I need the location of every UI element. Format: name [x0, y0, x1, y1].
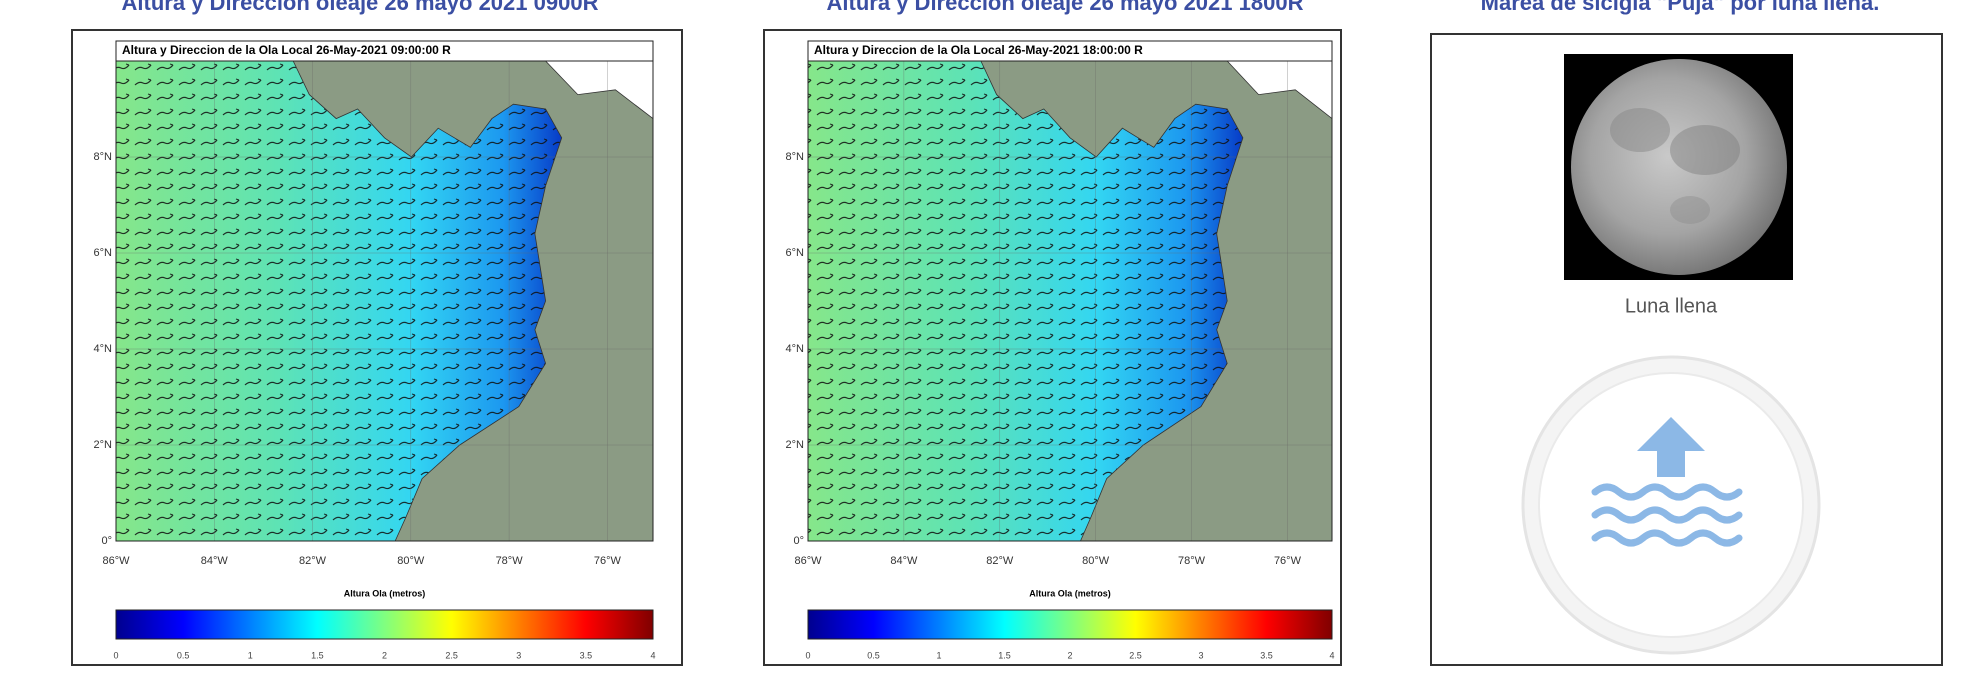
- y-tick-label: 2°N: [94, 439, 113, 451]
- x-tick-label: 86°W: [794, 555, 822, 567]
- x-tick-label: 82°W: [299, 555, 327, 567]
- y-tick-label: 2°N: [786, 439, 805, 451]
- colorbar-label: Altura Ola (metros): [1029, 588, 1111, 598]
- colorbar-tick-label: 2: [1067, 650, 1072, 660]
- tide-waves: [1591, 483, 1743, 547]
- moon-mare: [1670, 125, 1740, 175]
- colorbar-tick-label: 3: [516, 650, 521, 660]
- colorbar: [115, 609, 654, 640]
- colorbar: [807, 609, 1333, 640]
- y-tick-label: 0°: [793, 535, 804, 547]
- x-tick-label: 84°W: [890, 555, 918, 567]
- title-box: [115, 40, 654, 62]
- colorbar-label: Altura Ola (metros): [344, 588, 426, 598]
- colorbar-tick-label: 0.5: [867, 650, 880, 660]
- colorbar-tick-label: 1: [248, 650, 253, 660]
- land: [292, 60, 654, 542]
- moon-mare: [1670, 196, 1710, 224]
- colorbar-tick-label: 1.5: [311, 650, 324, 660]
- colorbar-tick-label: 3.5: [1260, 650, 1273, 660]
- y-tick-label: 6°N: [94, 247, 113, 259]
- colorbar-tick-label: 1.5: [998, 650, 1011, 660]
- colorbar-tick-label: 0.5: [177, 650, 190, 660]
- y-tick-label: 6°N: [786, 247, 805, 259]
- x-tick-label: 82°W: [986, 555, 1014, 567]
- land: [980, 60, 1333, 542]
- x-tick-label: 80°W: [1082, 555, 1110, 567]
- y-tick-label: 4°N: [94, 343, 113, 355]
- y-tick-label: 4°N: [786, 343, 805, 355]
- moon: [1571, 59, 1787, 275]
- y-tick-label: 8°N: [94, 151, 113, 163]
- x-tick-label: 78°W: [1178, 555, 1206, 567]
- x-tick-label: 80°W: [397, 555, 425, 567]
- colorbar-tick-label: 4: [650, 650, 655, 660]
- map-title: Altura y Direccion de la Ola Local 26-Ma…: [814, 43, 1143, 57]
- x-tick-label: 78°W: [496, 555, 524, 567]
- colorbar-tick-label: 2.5: [1129, 650, 1142, 660]
- colorbar-tick-label: 3.5: [580, 650, 593, 660]
- colorbar-tick-label: 0: [113, 650, 118, 660]
- colorbar-tick-label: 3: [1198, 650, 1203, 660]
- moon-mare: [1610, 108, 1670, 152]
- caption: Luna llena: [1625, 295, 1718, 317]
- x-tick-label: 76°W: [1274, 555, 1302, 567]
- colorbar-tick-label: 2.5: [445, 650, 458, 660]
- colorbar-tick-label: 1: [936, 650, 941, 660]
- title-box: [807, 40, 1333, 62]
- y-tick-label: 8°N: [786, 151, 805, 163]
- heading: Marea de sicigia "Puja" por luna llena.: [1481, 0, 1880, 15]
- heading: Altura y Direccion oleaje 26 mayo 2021 1…: [827, 0, 1304, 15]
- heading: Altura y Direccion oleaje 26 mayo 2021 0…: [122, 0, 599, 15]
- map-title: Altura y Direccion de la Ola Local 26-Ma…: [122, 43, 451, 57]
- tide-icon: [1538, 372, 1804, 638]
- x-tick-label: 84°W: [201, 555, 229, 567]
- colorbar-tick-label: 4: [1329, 650, 1334, 660]
- y-tick-label: 0°: [101, 535, 112, 547]
- colorbar-tick-label: 2: [382, 650, 387, 660]
- x-tick-label: 86°W: [102, 555, 130, 567]
- colorbar-tick-label: 0: [805, 650, 810, 660]
- x-tick-label: 76°W: [594, 555, 622, 567]
- tide-arrow: [1637, 417, 1705, 477]
